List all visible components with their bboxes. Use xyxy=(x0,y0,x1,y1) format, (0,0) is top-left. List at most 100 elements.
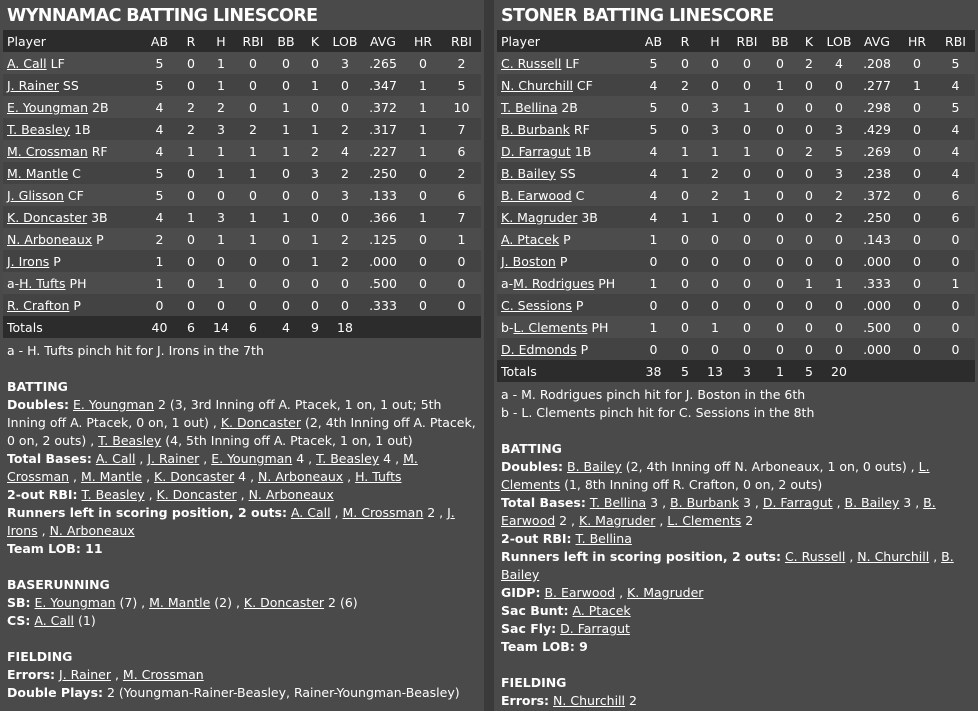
player-link[interactable]: K. Doncaster xyxy=(156,487,237,502)
stat-cell: 38 xyxy=(645,363,662,379)
player-link[interactable]: T. Bellina xyxy=(501,99,558,115)
column-header[interactable]: AB xyxy=(150,33,169,49)
player-link[interactable]: K. Magruder xyxy=(501,209,578,225)
player-link[interactable]: B. Bailey xyxy=(567,459,622,474)
player-link[interactable]: K. Magruder xyxy=(627,585,704,600)
player-link[interactable]: M. Rodrigues xyxy=(513,275,595,291)
player-link[interactable]: K. Doncaster xyxy=(243,595,325,610)
table-row: A. Ptacek P 1 0 0 0 0 0 0 .143 0 0 xyxy=(497,228,975,250)
player-link[interactable]: J. Irons xyxy=(7,253,50,269)
player-link[interactable]: D. Farragut xyxy=(560,621,630,636)
player-link[interactable]: N. Churchill xyxy=(553,693,625,708)
column-header[interactable]: Player xyxy=(7,33,46,49)
column-header[interactable]: H xyxy=(216,33,226,49)
player-link[interactable]: A. Call xyxy=(7,55,47,71)
player-link[interactable]: E. Youngman xyxy=(211,451,293,466)
player-link[interactable]: B. Burbank xyxy=(501,121,570,137)
player-link[interactable]: A. Ptacek xyxy=(572,603,631,618)
player-link[interactable]: N. Arboneaux xyxy=(7,231,93,247)
column-header[interactable]: K xyxy=(310,33,320,49)
player-link[interactable]: E. Youngman xyxy=(7,99,89,115)
column-header[interactable]: HR xyxy=(907,33,927,49)
column-header[interactable]: AVG xyxy=(370,33,396,49)
player-link[interactable]: N. Churchill xyxy=(501,77,573,93)
column-header[interactable]: BB xyxy=(771,33,789,49)
player-link[interactable]: N. Arboneaux xyxy=(258,469,344,484)
column-header[interactable]: RBI xyxy=(736,33,758,49)
player-link[interactable]: J. Rainer xyxy=(147,451,200,466)
player-link[interactable]: R. Crafton xyxy=(7,297,70,313)
player-link[interactable]: B. Earwood xyxy=(501,187,572,203)
column-header[interactable]: H xyxy=(710,33,720,49)
player-link[interactable]: M. Mantle xyxy=(7,165,69,181)
player-link[interactable]: T. Beasley xyxy=(81,487,145,502)
player-link[interactable]: J. Irons xyxy=(7,505,455,538)
player-link[interactable]: A. Call xyxy=(95,451,136,466)
column-header[interactable]: RBI xyxy=(945,33,966,49)
stat-cell: 3 xyxy=(217,209,225,225)
player-link[interactable]: B. Earwood xyxy=(544,585,616,600)
player-link[interactable]: L. Clements xyxy=(513,319,588,335)
player-link[interactable]: D. Farragut xyxy=(501,143,571,159)
player-link[interactable]: H. Tufts xyxy=(355,469,402,484)
player-link[interactable]: J. Rainer xyxy=(7,77,59,93)
player-link[interactable]: B. Earwood xyxy=(501,495,936,528)
player-link[interactable]: T. Bellina xyxy=(589,495,647,510)
player-link[interactable]: K. Doncaster xyxy=(154,469,235,484)
player-link[interactable]: C. Russell xyxy=(501,55,562,71)
player-link[interactable]: N. Arboneaux xyxy=(248,487,334,502)
player-link[interactable]: D. Farragut xyxy=(762,495,833,510)
player-link[interactable]: N. Arboneaux xyxy=(49,523,135,538)
player-link[interactable]: B. Burbank xyxy=(670,495,739,510)
player-link[interactable]: M. Mantle xyxy=(149,595,211,610)
player-link[interactable]: M. Crossman xyxy=(342,505,424,520)
column-header[interactable]: K xyxy=(804,33,814,49)
column-header[interactable]: LOB xyxy=(826,33,852,49)
player-link[interactable]: E. Youngman xyxy=(34,595,116,610)
stat-cell: 0 xyxy=(681,319,689,335)
player-link[interactable]: H. Tufts xyxy=(19,275,66,291)
player-link[interactable]: J. Glisson xyxy=(7,187,64,203)
column-header[interactable]: BB xyxy=(277,33,295,49)
stat-cell: 0 xyxy=(681,99,689,115)
player-link[interactable]: B. Bailey xyxy=(501,549,954,582)
player-link[interactable]: C. Russell xyxy=(784,549,846,564)
column-header[interactable]: HR xyxy=(413,33,433,49)
player-link[interactable]: T. Beasley xyxy=(316,451,380,466)
player-link[interactable]: M. Crossman xyxy=(7,451,418,484)
player-link[interactable]: M. Mantle xyxy=(80,469,143,484)
player-link[interactable]: K. Magruder xyxy=(579,513,656,528)
column-header[interactable]: AB xyxy=(644,33,663,49)
column-header[interactable]: Player xyxy=(501,33,540,49)
player-cell: J. Rainer SS xyxy=(3,74,143,96)
player-link[interactable]: K. Doncaster xyxy=(7,209,88,225)
player-link[interactable]: T. Bellina xyxy=(575,531,632,546)
player-link[interactable]: K. Doncaster xyxy=(220,415,301,430)
player-link[interactable]: E. Youngman xyxy=(73,397,155,412)
player-link[interactable]: M. Crossman xyxy=(7,143,88,159)
stat-cell: 0 xyxy=(311,297,319,313)
player-link[interactable]: B. Bailey xyxy=(501,165,556,181)
player-link[interactable]: J. Boston xyxy=(501,253,556,269)
stat-cell: 0 xyxy=(951,253,960,269)
player-link[interactable]: B. Bailey xyxy=(844,495,900,510)
player-link[interactable]: A. Call xyxy=(34,613,75,628)
player-link[interactable]: D. Edmonds xyxy=(501,341,577,357)
player-link[interactable]: A. Ptacek xyxy=(501,231,560,247)
player-link[interactable]: C. Sessions xyxy=(501,297,572,313)
player-link[interactable]: N. Churchill xyxy=(857,549,930,564)
player-link[interactable]: A. Call xyxy=(290,505,331,520)
column-header[interactable]: R xyxy=(186,33,196,49)
column-header[interactable]: LOB xyxy=(332,33,358,49)
column-header[interactable]: RBI xyxy=(242,33,264,49)
player-link[interactable]: L. Clements xyxy=(501,459,930,492)
detail-text: 3 , xyxy=(646,495,671,510)
player-link[interactable]: M. Crossman xyxy=(122,667,204,682)
player-link[interactable]: J. Rainer xyxy=(59,667,111,682)
column-header[interactable]: R xyxy=(680,33,690,49)
player-link[interactable]: T. Beasley xyxy=(98,433,162,448)
column-header[interactable]: AVG xyxy=(864,33,890,49)
player-link[interactable]: L. Clements xyxy=(667,513,742,528)
player-link[interactable]: T. Beasley xyxy=(7,121,71,137)
column-header[interactable]: RBI xyxy=(451,33,472,49)
